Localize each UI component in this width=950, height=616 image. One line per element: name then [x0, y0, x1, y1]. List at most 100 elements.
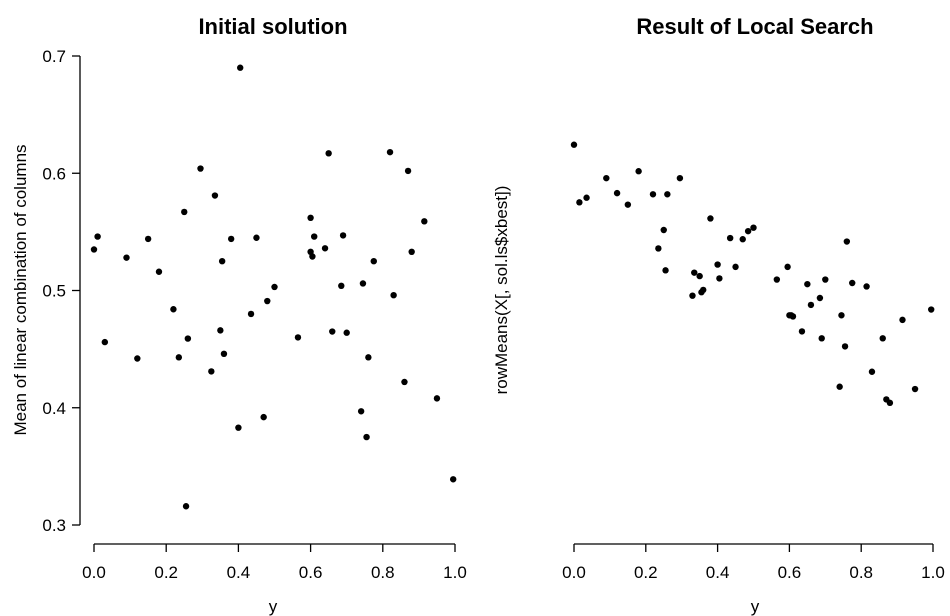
- y-tick-label: 0.6: [42, 164, 66, 183]
- data-point: [182, 503, 190, 510]
- data-point: [307, 214, 314, 222]
- data-point: [689, 292, 696, 299]
- data-point: [197, 165, 204, 172]
- data-point: [836, 383, 843, 390]
- data-point: [217, 327, 224, 334]
- data-point: [660, 226, 667, 234]
- data-point: [928, 306, 935, 313]
- data-point: [570, 141, 578, 148]
- data-point: [899, 316, 906, 324]
- data-point: [218, 257, 226, 265]
- data-point: [843, 238, 851, 245]
- data-point: [879, 335, 886, 342]
- data-point: [449, 476, 457, 483]
- y-tick-label: 0.4: [42, 399, 66, 418]
- x-tick-label: 0.0: [82, 563, 106, 582]
- x-tick-label: 0.8: [849, 563, 873, 582]
- y-tick-label: 0.5: [42, 282, 66, 301]
- y-tick-label: 0.7: [42, 47, 66, 66]
- x-tick-label: 0.6: [299, 563, 323, 582]
- data-point: [744, 227, 752, 235]
- data-point: [227, 235, 235, 243]
- data-point: [94, 233, 101, 240]
- data-point: [325, 150, 332, 157]
- chart-title: Result of Local Search: [636, 14, 873, 39]
- data-point: [714, 261, 721, 268]
- x-tick-label: 0.8: [371, 563, 395, 582]
- data-point: [260, 413, 267, 421]
- y-axis-label: rowMeans(X[, sol.ls$xbest]): [492, 186, 511, 395]
- data-point: [707, 215, 714, 222]
- data-point: [220, 350, 228, 358]
- data-point: [804, 280, 811, 288]
- data-point: [849, 279, 856, 287]
- data-point: [676, 174, 684, 182]
- data-point: [357, 408, 365, 415]
- data-point: [208, 368, 215, 375]
- data-point: [635, 168, 642, 175]
- y-tick-label: 0.3: [42, 516, 66, 535]
- data-point: [181, 208, 188, 216]
- x-tick-label: 0.4: [706, 563, 730, 582]
- data-point: [359, 280, 367, 287]
- data-point: [311, 233, 318, 240]
- data-point: [696, 272, 703, 280]
- data-point: [911, 385, 919, 393]
- data-point: [264, 297, 271, 305]
- data-point: [329, 328, 336, 335]
- data-point: [365, 354, 372, 361]
- data-point: [184, 335, 192, 342]
- data-point: [784, 263, 791, 271]
- data-point: [408, 248, 415, 256]
- data-point: [716, 275, 723, 282]
- data-point: [155, 268, 163, 275]
- data-point: [773, 276, 781, 283]
- data-point: [655, 245, 662, 252]
- data-point: [807, 301, 815, 309]
- data-point: [309, 253, 316, 260]
- data-point: [343, 329, 350, 336]
- data-point: [401, 378, 408, 386]
- data-point: [390, 291, 397, 299]
- data-point: [321, 245, 329, 252]
- data-point: [339, 232, 347, 239]
- data-point: [863, 283, 870, 290]
- data-point: [134, 355, 141, 362]
- data-point: [624, 201, 632, 208]
- data-point: [726, 234, 734, 242]
- x-axis-label: y: [751, 597, 760, 616]
- data-point: [838, 312, 845, 319]
- x-tick-label: 1.0: [443, 563, 467, 582]
- data-point: [816, 294, 824, 302]
- data-point: [649, 191, 657, 198]
- initial-solution-panel: Initial solution 0.0 0.2 0.4 0.6 0.8 1.0 y 0.3 0.…: [11, 14, 467, 616]
- data-point: [421, 218, 428, 225]
- data-point: [433, 395, 441, 402]
- data-point: [404, 167, 412, 175]
- data-point: [237, 64, 244, 71]
- data-point: [90, 246, 98, 253]
- data-point: [144, 235, 152, 243]
- data-point: [798, 328, 806, 335]
- data-point: [247, 310, 255, 318]
- x-tick-label: 0.6: [778, 563, 802, 582]
- data-point: [294, 334, 302, 341]
- data-point: [664, 191, 671, 198]
- data-point: [739, 236, 746, 243]
- data-point: [662, 267, 669, 274]
- data-point: [822, 276, 829, 283]
- data-point: [691, 269, 698, 276]
- data-point: [338, 282, 345, 290]
- x-tick-label: 0.2: [154, 563, 178, 582]
- x-tick-label: 0.4: [227, 563, 251, 582]
- data-point: [211, 192, 219, 199]
- data-point: [370, 257, 377, 265]
- data-point: [363, 433, 370, 441]
- data-point: [732, 263, 739, 271]
- data-point: [789, 313, 797, 320]
- data-point: [700, 286, 707, 294]
- chart-title: Initial solution: [198, 14, 347, 39]
- data-point: [386, 148, 394, 156]
- data-point: [750, 224, 757, 231]
- data-point: [886, 399, 894, 407]
